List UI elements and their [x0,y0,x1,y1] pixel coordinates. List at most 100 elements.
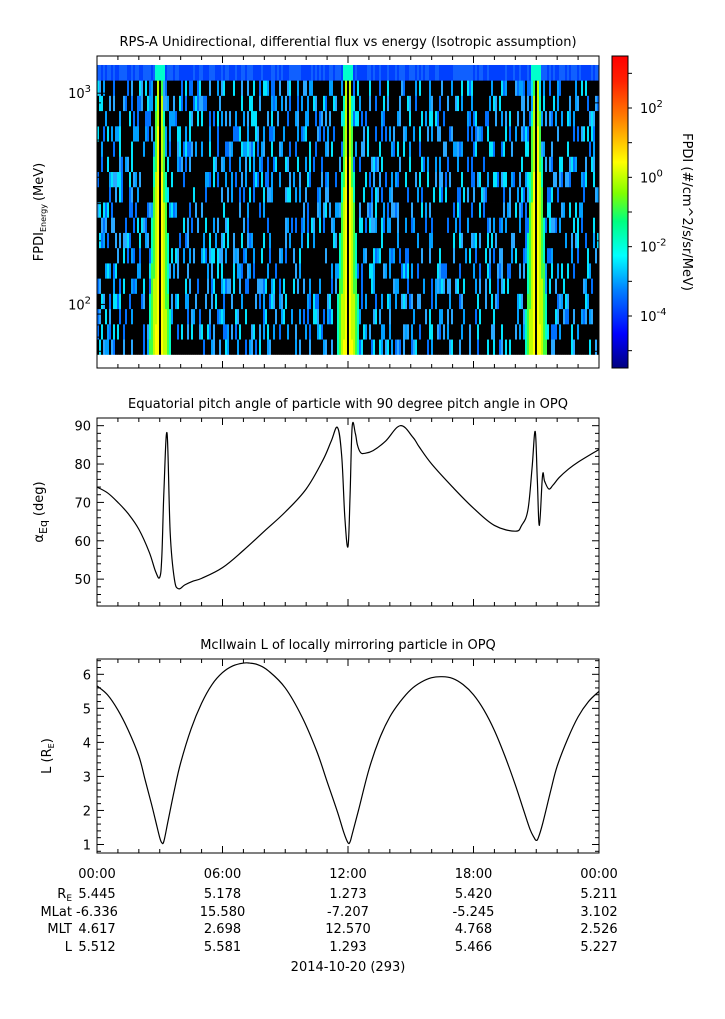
spectrogram-cell [131,278,134,294]
spectrogram-cell [585,202,588,218]
spectrogram-cell [421,64,424,81]
spectrogram-cell [451,141,454,157]
spectrogram-cell [309,247,312,264]
spectrogram-cell [235,186,238,203]
spectrogram-cell [131,262,134,279]
spectrogram-cell [139,278,142,294]
spectrogram-cell [525,186,528,203]
spectrogram-cell [415,323,418,340]
spectrogram-cell [537,95,540,112]
spectrogram-cell [505,80,508,96]
spectrogram-cell [255,247,258,264]
spectrogram-cell [219,141,222,157]
spectrogram-cell [329,141,332,157]
spectrogram-cell [181,64,184,81]
spectrogram-cell [327,262,330,279]
spectrogram-cell [333,156,336,173]
spectrogram-cell [553,110,556,127]
spectrogram-cell [587,141,590,157]
spectrogram-cell [181,323,184,340]
spectrogram-cell [529,293,532,310]
spectrogram-cell [385,202,388,218]
spectrogram-cell [367,308,370,325]
spectrogram-cell [439,202,442,218]
spectrogram-cell [113,323,116,340]
spectrogram-cell [539,339,542,355]
spectrogram-cell [339,64,342,81]
spectrogram-cell [371,202,374,218]
spectrogram-cell [485,64,488,81]
spectrogram-cell [189,64,192,81]
spectrogram-cell [423,339,426,355]
spectrogram-cell [593,278,596,294]
spectrogram-cell [181,232,184,249]
spectrogram-cell [501,171,504,188]
spectrogram-cell [317,293,320,310]
spectrogram-cell [547,125,550,142]
spectrogram-cell [285,156,288,173]
spectrogram-cell [349,339,352,355]
spectrogram-cell [111,202,114,218]
spectrogram-cell [311,293,314,310]
spectrogram-cell [509,156,512,173]
spectrogram-cell [463,80,466,96]
spectrogram-cell [507,247,510,264]
spectrogram-cell [235,156,238,173]
spectrogram-cell [251,262,254,279]
spectrogram-cell [557,339,560,355]
spectrogram-cell [567,80,570,96]
spectrogram-cell [521,141,524,157]
spectrogram-cell [225,80,228,96]
spectrogram-cell [129,80,132,96]
spectrogram-cell [291,156,294,173]
spectrogram-cell [473,186,476,203]
spectrogram-cell [403,156,406,173]
spectrogram-cell [481,95,484,112]
spectrogram-cell [235,80,238,96]
spectrogram-cell [411,217,414,233]
spectrogram-cell [397,110,400,127]
spectrogram-cell [513,186,516,203]
spectrogram-cell [463,156,466,173]
spectrogram-cell [239,262,242,279]
spectrogram-cell [577,262,580,279]
spectrogram-cell [161,232,164,249]
spectrogram-cell [333,125,336,142]
spectrogram-cell [155,186,158,203]
spectrogram-cell [139,186,142,203]
spectrogram-cell [447,186,450,203]
spectrogram-cell [135,232,138,249]
spectrogram-cell [525,323,528,340]
spectrogram-cell [577,232,580,249]
spectrogram-cell [487,232,490,249]
spectrogram-cell [427,308,430,325]
spectrogram-cell [551,278,554,294]
spectrogram-cell [165,247,168,264]
spectrogram-cell [405,202,408,218]
spectrogram-cell [373,125,376,142]
spectrogram-cell [299,339,302,355]
spectrogram-cell [473,339,476,355]
spectrogram-cell [277,186,280,203]
spectrogram-cell [547,247,550,264]
spectrogram-cell [573,293,576,310]
spectrogram-cell [151,125,154,142]
spectrogram-cell [509,186,512,203]
spectrogram-cell [471,95,474,112]
spectrogram-cell [389,80,392,96]
spectrogram-cell [561,262,564,279]
spectrogram-cell [281,64,284,81]
spectrogram-cell [355,80,358,96]
spectrogram-cell [277,232,280,249]
spectrogram-cell [227,308,230,325]
spectrogram-cell [161,293,164,310]
spectrogram-cell [323,141,326,157]
spectrogram-cell [251,80,254,96]
spectrogram-cell [279,95,282,112]
spectrogram-cell [123,217,126,233]
spectrogram-cell [231,339,234,355]
spectrogram-cell [183,247,186,264]
spectrogram-cell [429,110,432,127]
spectrogram-cell [335,80,338,96]
spectrogram-cell [253,110,256,127]
